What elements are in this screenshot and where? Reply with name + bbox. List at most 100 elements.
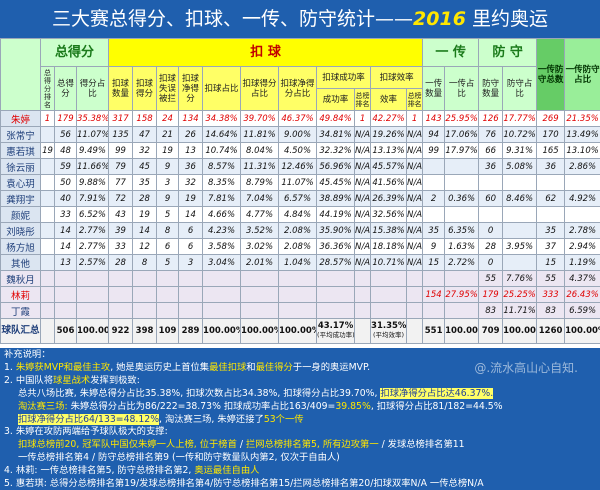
stat-cell: 9 (156, 158, 180, 175)
table-row: 颜妮 33 6.52% 43 19 5 14 4.66% 4.77% 4.84% 44.19% N/A… (0, 206, 600, 223)
stat-cell: 66 (478, 142, 504, 159)
stat-cell: 398 (132, 318, 158, 344)
stat-cell: 56 (54, 126, 77, 143)
cell-value: 43.17% (317, 321, 354, 331)
stat-cell: 41.56% (370, 174, 408, 191)
player-name: 龚翔宇 (0, 190, 41, 207)
stat-cell: 14.64% (202, 126, 242, 143)
note-text: / (236, 439, 246, 451)
stat-cell: 6.52% (75, 206, 110, 223)
stat-cell (422, 270, 446, 287)
stat-cell: 3 (156, 174, 180, 191)
stat-cell: 31.35% (平均效率) (370, 318, 408, 344)
stat-cell: 10.72% (502, 126, 538, 143)
stat-cell: 1 (354, 110, 372, 127)
stat-cell: 109 (156, 318, 180, 344)
stat-cell: N/A (354, 126, 372, 143)
stat-cell (40, 254, 55, 271)
stat-cell: 2.01% (240, 254, 280, 271)
column-header: 扣球失误被拦 (156, 66, 180, 111)
stat-cell: 37 (536, 238, 566, 255)
stat-cell: 3.95% (502, 238, 538, 255)
stat-cell: 94 (422, 126, 446, 143)
stat-cell: 506 (54, 318, 77, 344)
stat-cell (202, 270, 242, 287)
note-text: 2. 中国队将 (4, 374, 54, 386)
stat-cell (370, 302, 408, 319)
stat-cell: 45.57% (370, 158, 408, 175)
column-header: 效率 (370, 88, 408, 111)
stat-cell: 45 (132, 158, 158, 175)
stat-cell (156, 286, 180, 303)
group-header: 总得分 (39, 38, 110, 67)
stat-cell (406, 270, 424, 287)
table-head: 总得分 扣 球 一 传 防 守 一传防守总数 一传防守占比 总得分排名 总得分 … (0, 38, 600, 111)
stat-cell (422, 302, 446, 319)
stat-cell: 49.84% (316, 110, 356, 127)
stat-cell: 9 (156, 190, 180, 207)
stat-cell (278, 286, 318, 303)
stat-cell: 28 (478, 238, 504, 255)
table-row: 徐云丽 59 11.66% 79 45 9 36 8.57% 11.31% 12.46% 56.96… (0, 158, 600, 175)
stat-cell: 83 (478, 302, 504, 319)
stat-cell: 43 (108, 206, 134, 223)
stat-cell (75, 302, 110, 319)
stat-cell: 135 (108, 126, 134, 143)
stat-cell: 77 (108, 174, 134, 191)
note-line: 5. 惠若琪: 总得分总榜排名第19/发球总榜排名第4/防守总榜排名第15/拦网… (4, 478, 600, 490)
stat-cell: 35 (132, 174, 158, 191)
stat-cell (536, 206, 566, 223)
player-name: 其他 (0, 254, 41, 271)
stat-cell: 158 (132, 110, 158, 127)
note-line: 扣球净得分占比64/133=48.12%, 淘汰赛三场, 朱婷还接了53个一传 (4, 413, 600, 427)
stat-cell: 2.94% (564, 238, 600, 255)
stat-cell (502, 222, 538, 239)
stat-cell: 1 (406, 110, 424, 127)
stat-cell: 44.19% (316, 206, 356, 223)
stat-cell: N/A (406, 174, 424, 191)
player-name: 惠若琪 (0, 142, 41, 159)
stat-cell: 7.81% (202, 190, 242, 207)
group-header: 防 守 (478, 38, 538, 67)
note-line: 总共八场比赛, 朱婷总得分占比35.38%, 扣球次数占比34.38%, 扣球得… (4, 387, 600, 401)
player-name: 丁霞 (0, 302, 41, 319)
note-text: 3. 朱婷在攻防两端给予球队极大的支撑: (4, 426, 168, 438)
stat-cell (108, 270, 134, 287)
note-text: , 扣球得分占比81/182=44.5% (370, 400, 503, 412)
table-row: 张常宁 56 11.07% 135 47 21 26 14.64% 11.81% 9.00% 34.… (0, 126, 600, 143)
stat-cell: 9 (422, 238, 446, 255)
stat-cell (354, 286, 372, 303)
stat-cell (354, 318, 372, 344)
notes: @.流水高山心自知. 补充说明： 1. 朱婷获MVP和最佳主攻, 她是奥运历史上首… (0, 348, 600, 490)
stat-cell: 1260 (536, 318, 566, 344)
stat-cell: N/A (354, 238, 372, 255)
stat-cell: N/A (406, 190, 424, 207)
stat-cell (132, 302, 158, 319)
column-header: 一传数量 (422, 66, 446, 111)
note-text: , 她是奥运历史上首位集 (110, 361, 210, 373)
stat-cell (444, 206, 480, 223)
stat-cell: 14 (132, 222, 158, 239)
note-text: 一传总榜排名第4 / 防守总榜排名第9 (一传和防守数量队内第2, 仅次于自由人… (18, 452, 340, 464)
stat-cell (75, 286, 110, 303)
note-line: 淘汰赛三场: 朱婷总得分占比为86/222=38.73% 扣球成功率占比163/… (4, 401, 600, 414)
stat-cell: 32 (178, 174, 204, 191)
stat-cell (178, 302, 204, 319)
stat-cell: 11.71% (502, 302, 538, 319)
stat-cell (422, 206, 446, 223)
stat-cell: 5 (156, 254, 180, 271)
stat-cell: 4.84% (278, 206, 318, 223)
stat-cell (40, 318, 55, 344)
stat-cell: N/A (406, 254, 424, 271)
stat-cell: 7.91% (75, 190, 110, 207)
stat-cell: 922 (108, 318, 134, 344)
stat-cell: 2.08% (278, 238, 318, 255)
stat-cell (316, 270, 356, 287)
stat-cell (354, 302, 372, 319)
note-text: 1. (4, 361, 16, 373)
table-row: 魏秋月 55 7.76% 55 4.37% (0, 270, 600, 287)
stat-cell: 2.77% (75, 222, 110, 239)
note-line: 1. 朱婷获MVP和最佳主攻, 她是奥运历史上首位集最佳扣球和最佳得分于一身的奥… (4, 362, 600, 375)
stat-cell: 4.92% (564, 190, 600, 207)
